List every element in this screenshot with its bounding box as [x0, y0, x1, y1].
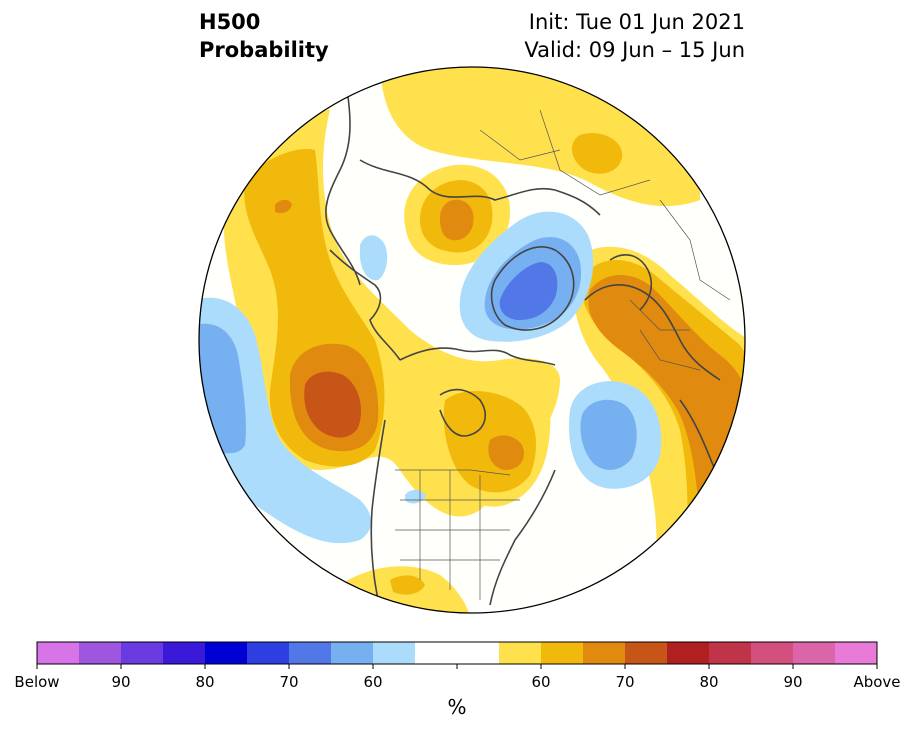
political-borders [395, 109, 731, 600]
coastline-europe [584, 284, 721, 381]
colorbar-frame [36, 641, 878, 665]
coastline-us-east [489, 469, 556, 606]
colorbar-swatch [79, 642, 122, 664]
coastline-greenland [490, 246, 575, 331]
border-asia-2 [479, 129, 561, 161]
above-region-asia-2 [571, 132, 623, 174]
colorbar-tick-label: 60 [531, 673, 551, 691]
colorbar-swatch [247, 642, 290, 664]
colorbar-swatch [625, 642, 668, 664]
probability-shading [200, 67, 745, 613]
above-region-pacific-small [275, 199, 292, 214]
colorbar-tick-label: 80 [195, 673, 215, 691]
colorbar-swatch [457, 642, 500, 664]
colorbar-swatch [499, 642, 542, 664]
title-block: H500 Probability [199, 8, 329, 64]
valid-date: Valid: 09 Jun – 15 Jun [524, 38, 745, 62]
colorbar-swatch [205, 642, 248, 664]
below-region-alaska [360, 235, 388, 281]
coastline-scandinavia [609, 254, 652, 311]
coastline-east-asia [325, 74, 361, 286]
coastline-us-west [370, 419, 386, 601]
globe-outline [198, 66, 746, 614]
colorbar-swatch [415, 642, 458, 664]
colorbar-tick-label: Below [14, 673, 60, 691]
below-region-atlantic-core [580, 399, 637, 470]
colorbar-swatch [331, 642, 374, 664]
border-europe-2 [629, 299, 690, 331]
colorbar-swatches [37, 642, 878, 664]
colorbar-swatch [121, 642, 164, 664]
colorbar-swatch [751, 642, 794, 664]
above-region-pacific-peak [304, 371, 362, 438]
colorbar-swatch [583, 642, 626, 664]
colorbar-tick-label: Above [853, 673, 901, 691]
colorbar-tick-label: 70 [615, 673, 635, 691]
date-block: Init: Tue 01 Jun 2021 Valid: 09 Jun – 15… [524, 8, 745, 64]
colorbar-swatch [835, 642, 878, 664]
coastline-canada-arctic [399, 347, 556, 366]
coastline-alaska [329, 249, 401, 361]
colorbar-swatch [289, 642, 332, 664]
colorbar-ticks [36, 664, 878, 669]
above-region-mexico-core [390, 575, 425, 595]
below-region-arctic-peak [499, 262, 558, 320]
border-europe-3 [639, 329, 701, 371]
colorbar-swatch [37, 642, 80, 664]
colorbar-swatch [163, 642, 206, 664]
product-title: Probability [199, 38, 329, 62]
above-region-canada-peak [488, 435, 525, 470]
colorbar-tick-label: 90 [111, 673, 131, 691]
coastline-siberia [359, 159, 601, 216]
colorbar-swatch [667, 642, 710, 664]
colorbar-tick-label: 70 [279, 673, 299, 691]
init-date: Init: Tue 01 Jun 2021 [528, 10, 745, 34]
colorbar-unit: % [447, 695, 467, 719]
colorbar-swatch [373, 642, 416, 664]
border-europe-1 [659, 199, 731, 301]
colorbar-swatch [541, 642, 584, 664]
colorbar-tick-label: 90 [783, 673, 803, 691]
coastline-hudson-bay [439, 388, 486, 437]
colorbar-tick-label: 60 [363, 673, 383, 691]
colorbar-swatch [793, 642, 836, 664]
above-region-arctic-peak [440, 199, 474, 241]
colorbar-swatch [709, 642, 752, 664]
variable-title: H500 [199, 10, 261, 34]
colorbar-tick-label: 80 [699, 673, 719, 691]
border-asia-1 [539, 109, 651, 196]
